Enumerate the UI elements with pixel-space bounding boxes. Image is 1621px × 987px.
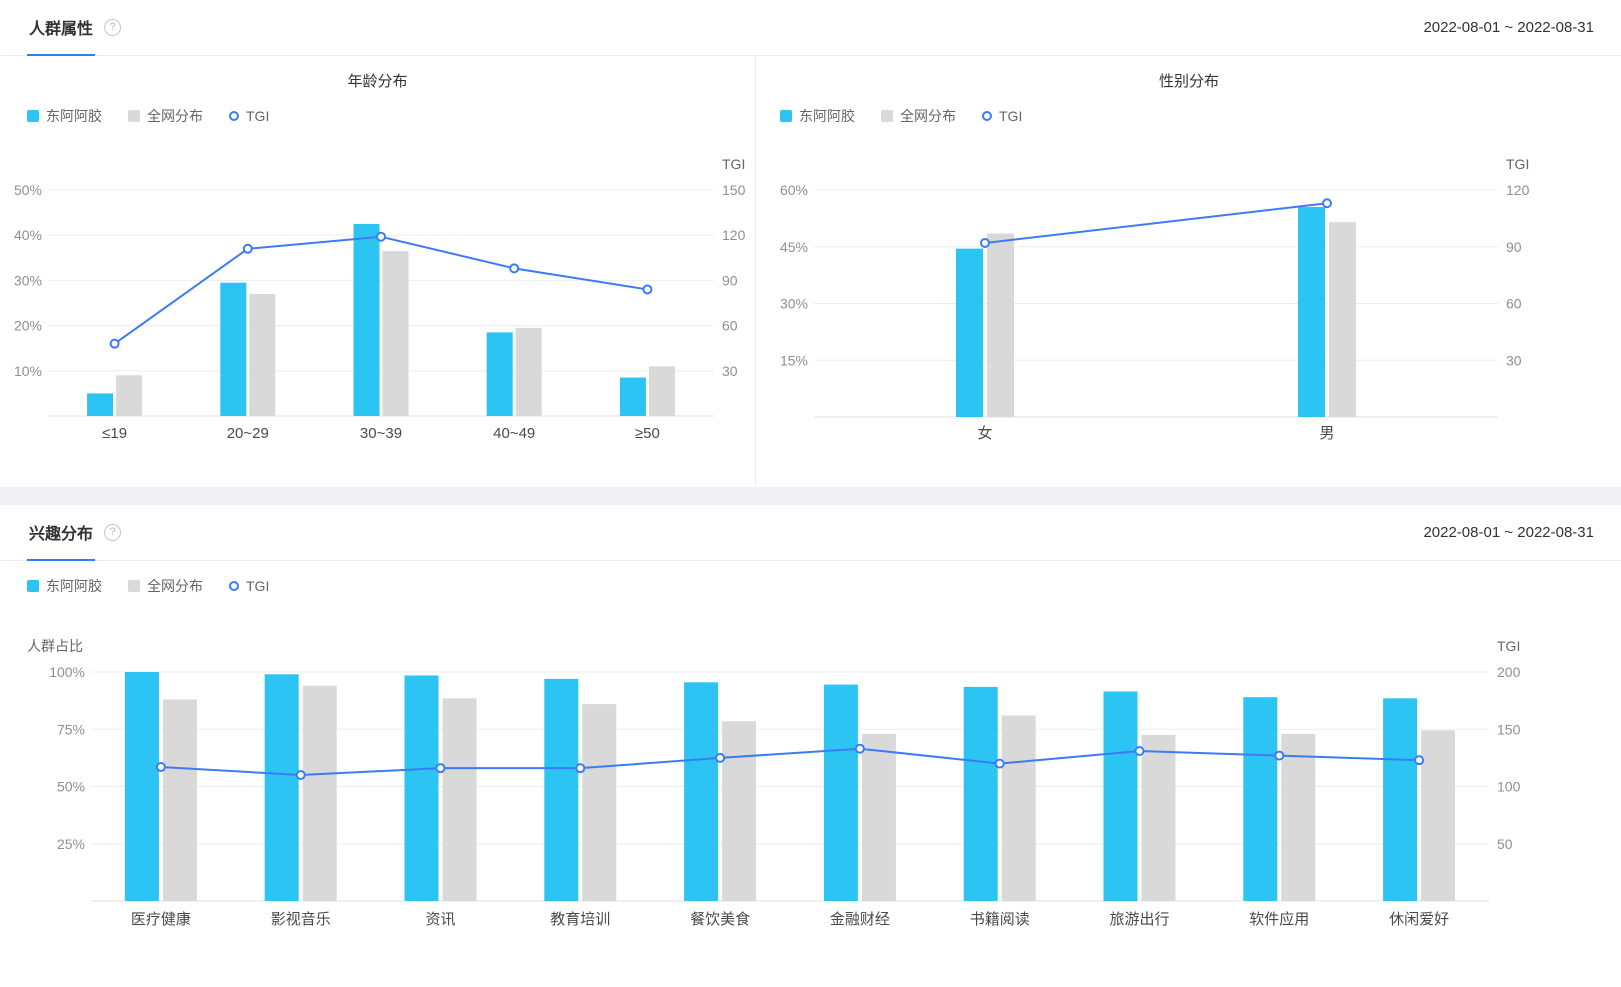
svg-text:120: 120 (722, 227, 746, 243)
audience-panel-title: 人群属性 (29, 21, 94, 38)
interest-distribution-panel: 兴趣分布 ? 2022-08-01 ~ 2022-08-31 东阿阿胶 全网分布… (0, 505, 1621, 987)
legend-label-brand: 东阿阿胶 (46, 108, 102, 124)
svg-text:200: 200 (1497, 664, 1521, 680)
age-distribution-chart: 10% 20% 30% 40% 50% 30 60 90 120 150 TGI ≤19 20~29 30… (14, 156, 746, 442)
legend-label-brand: 东阿阿胶 (799, 108, 855, 124)
svg-text:60%: 60% (780, 182, 808, 198)
legend-item-tgi[interactable]: TGI (229, 108, 269, 124)
svg-text:30%: 30% (780, 296, 808, 312)
legend-item-tgi[interactable]: TGI (229, 578, 269, 594)
legend-label-tgi: TGI (999, 108, 1023, 124)
svg-text:90: 90 (722, 272, 738, 288)
svg-text:45%: 45% (780, 239, 808, 255)
network-series-swatch-icon (128, 580, 140, 592)
interest-date-range: 2022-08-01 ~ 2022-08-31 (1423, 524, 1594, 541)
legend-label-network: 全网分布 (147, 578, 203, 594)
age-distribution-section: 年龄分布 东阿阿胶 全网分布 TGI 10% 20% 30% 40% 50 (0, 56, 755, 486)
gender-chart-title: 性别分布 (1158, 73, 1219, 90)
svg-text:20%: 20% (14, 318, 42, 334)
svg-text:资讯: 资讯 (425, 911, 455, 928)
tgi-series-marker-icon (229, 111, 239, 121)
svg-text:医疗健康: 医疗健康 (131, 911, 191, 928)
network-series-swatch-icon (128, 110, 140, 122)
svg-text:30: 30 (1506, 352, 1522, 368)
svg-text:≥50: ≥50 (635, 425, 660, 442)
svg-text:餐饮美食: 餐饮美食 (690, 911, 750, 928)
interest-help-icon[interactable]: ? (104, 524, 122, 541)
audience-panel-header: 人群属性 ? 2022-08-01 ~ 2022-08-31 (0, 0, 1621, 56)
svg-text:50: 50 (1497, 836, 1513, 852)
legend-item-dongeejiao[interactable]: 东阿阿胶 (27, 106, 102, 126)
audience-title-tab[interactable]: 人群属性 (27, 0, 96, 56)
svg-text:75%: 75% (57, 721, 85, 737)
interest-panel-header: 兴趣分布 ? 2022-08-01 ~ 2022-08-31 (0, 505, 1621, 561)
svg-text:50%: 50% (14, 182, 42, 198)
brand-series-swatch-icon (27, 110, 39, 122)
svg-text:旅游出行: 旅游出行 (1109, 911, 1169, 928)
audience-attributes-panel: 人群属性 ? 2022-08-01 ~ 2022-08-31 年龄分布 东阿阿胶… (0, 0, 1621, 487)
gender-chart-legend: 东阿阿胶 全网分布 TGI (780, 106, 1621, 126)
svg-text:休闲爱好: 休闲爱好 (1389, 911, 1449, 928)
brand-series-swatch-icon (780, 110, 792, 122)
age-chart-title: 年龄分布 (347, 73, 408, 90)
svg-text:20~29: 20~29 (227, 425, 269, 442)
legend-item-dongeejiao[interactable]: 东阿阿胶 (27, 576, 102, 596)
svg-text:40~49: 40~49 (493, 425, 535, 442)
age-chart-legend: 东阿阿胶 全网分布 TGI (27, 106, 755, 126)
svg-text:TGI: TGI (1497, 638, 1520, 654)
audience-date-range: 2022-08-01 ~ 2022-08-31 (1423, 19, 1594, 36)
gender-distribution-section: 性别分布 东阿阿胶 全网分布 TGI 15% 30% 45% 60% 30 (755, 56, 1621, 486)
audience-help-icon[interactable]: ? (104, 19, 122, 36)
svg-text:教育培训: 教育培训 (550, 911, 610, 928)
svg-text:≤19: ≤19 (102, 425, 127, 442)
svg-text:40%: 40% (14, 227, 42, 243)
svg-text:120: 120 (1506, 182, 1530, 198)
brand-series-swatch-icon (27, 580, 39, 592)
legend-item-tgi[interactable]: TGI (982, 108, 1022, 124)
svg-text:60: 60 (1506, 296, 1522, 312)
tgi-series-marker-icon (982, 111, 992, 121)
svg-text:15%: 15% (780, 352, 808, 368)
svg-text:150: 150 (722, 182, 746, 198)
gender-distribution-chart: 15% 30% 45% 60% 30 60 90 120 TGI 女 男 (780, 156, 1530, 442)
svg-text:男: 男 (1319, 425, 1334, 442)
legend-label-network: 全网分布 (147, 108, 203, 124)
interest-panel-title: 兴趣分布 (29, 526, 94, 543)
svg-text:100: 100 (1497, 779, 1521, 795)
legend-label-network: 全网分布 (900, 108, 956, 124)
svg-text:25%: 25% (57, 836, 85, 852)
svg-text:30%: 30% (14, 272, 42, 288)
legend-label-tgi: TGI (246, 108, 270, 124)
svg-text:60: 60 (722, 318, 738, 334)
legend-item-network[interactable]: 全网分布 (881, 106, 956, 126)
svg-text:50%: 50% (57, 779, 85, 795)
audience-charts-row: 年龄分布 东阿阿胶 全网分布 TGI 10% 20% 30% 40% 50 (0, 56, 1621, 486)
legend-item-network[interactable]: 全网分布 (128, 106, 203, 126)
svg-text:书籍阅读: 书籍阅读 (970, 911, 1030, 928)
svg-text:TGI: TGI (722, 156, 745, 172)
svg-text:90: 90 (1506, 239, 1522, 255)
svg-text:软件应用: 软件应用 (1249, 910, 1309, 928)
svg-text:30: 30 (722, 363, 738, 379)
tgi-series-marker-icon (229, 581, 239, 591)
network-series-swatch-icon (881, 110, 893, 122)
legend-item-network[interactable]: 全网分布 (128, 576, 203, 596)
svg-text:金融财经: 金融财经 (830, 911, 890, 928)
svg-text:影视音乐: 影视音乐 (271, 911, 331, 928)
svg-text:30~39: 30~39 (360, 425, 402, 442)
svg-text:人群占比: 人群占比 (27, 638, 83, 654)
legend-item-dongeejiao[interactable]: 东阿阿胶 (780, 106, 855, 126)
legend-label-brand: 东阿阿胶 (46, 578, 102, 594)
legend-label-tgi: TGI (246, 578, 270, 594)
interest-chart-legend: 东阿阿胶 全网分布 TGI (27, 576, 1621, 596)
svg-text:150: 150 (1497, 721, 1521, 737)
svg-text:10%: 10% (14, 363, 42, 379)
svg-text:100%: 100% (49, 664, 85, 680)
svg-text:女: 女 (977, 424, 992, 442)
svg-text:TGI: TGI (1506, 156, 1529, 172)
interest-title-tab[interactable]: 兴趣分布 (27, 505, 96, 561)
